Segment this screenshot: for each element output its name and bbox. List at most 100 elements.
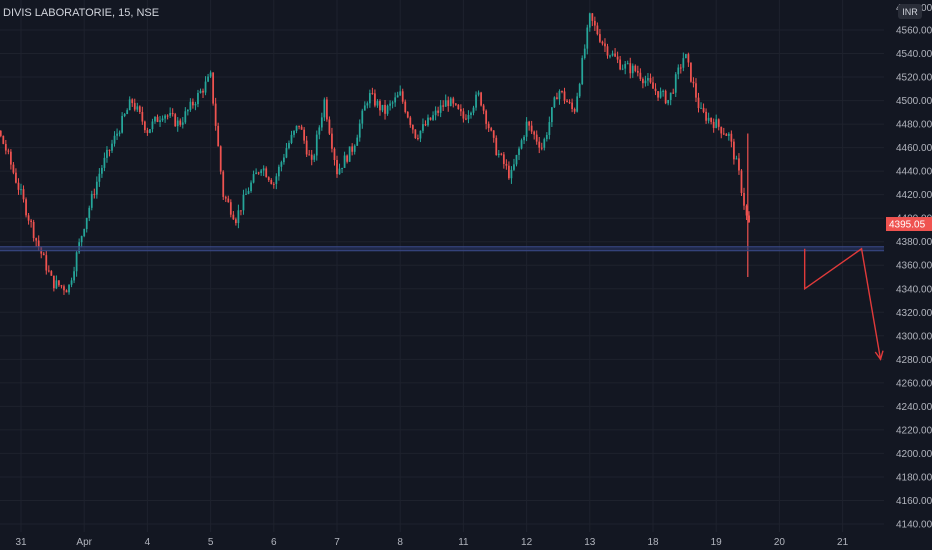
candle-down bbox=[743, 192, 745, 206]
candle-up bbox=[98, 173, 101, 182]
candle-down bbox=[265, 168, 268, 178]
candle-down bbox=[712, 121, 715, 128]
candle-down bbox=[10, 151, 12, 165]
candle-down bbox=[406, 111, 409, 118]
candle-up bbox=[659, 91, 662, 98]
candle-up bbox=[341, 167, 343, 169]
candle-down bbox=[270, 180, 273, 184]
candle-up bbox=[116, 133, 118, 136]
candle-up bbox=[467, 114, 470, 120]
candle-up bbox=[515, 154, 518, 165]
candle-up bbox=[169, 112, 172, 116]
candle-up bbox=[477, 92, 480, 95]
candle-up bbox=[391, 102, 394, 104]
candle-up bbox=[90, 193, 93, 208]
candle-up bbox=[262, 168, 265, 171]
candle-up bbox=[558, 91, 561, 100]
candle-up bbox=[609, 55, 611, 57]
x-tick-label: 18 bbox=[647, 537, 659, 548]
candle-down bbox=[459, 109, 462, 112]
candle-up bbox=[422, 124, 424, 131]
candle-down bbox=[138, 106, 141, 112]
candle-down bbox=[614, 53, 616, 57]
candle-down bbox=[232, 214, 235, 220]
candle-up bbox=[136, 106, 139, 110]
candle-down bbox=[629, 63, 632, 74]
candle-up bbox=[283, 157, 285, 163]
y-tick-label: 4480.00 bbox=[896, 120, 932, 131]
currency-button[interactable]: INR bbox=[898, 4, 922, 19]
candle-down bbox=[171, 112, 174, 115]
y-tick-label: 4420.00 bbox=[896, 190, 932, 201]
candle-down bbox=[502, 154, 505, 164]
candle-down bbox=[133, 103, 136, 110]
candle-up bbox=[20, 189, 22, 191]
y-tick-label: 4460.00 bbox=[896, 143, 932, 154]
candle-up bbox=[399, 91, 402, 96]
y-tick-label: 4520.00 bbox=[896, 73, 932, 84]
candle-up bbox=[80, 236, 83, 243]
support-band[interactable] bbox=[0, 246, 884, 251]
candle-down bbox=[619, 59, 622, 70]
candle-up bbox=[581, 57, 584, 85]
candle-up bbox=[154, 116, 156, 122]
candle-down bbox=[298, 125, 300, 127]
candle-down bbox=[108, 149, 111, 151]
candle-up bbox=[674, 74, 677, 93]
grid-lines bbox=[0, 0, 884, 532]
candle-down bbox=[143, 121, 146, 131]
candle-up bbox=[381, 104, 384, 111]
candle-up bbox=[176, 120, 179, 127]
candle-up bbox=[684, 54, 687, 59]
x-tick-label: 5 bbox=[208, 537, 214, 548]
x-tick-label: 19 bbox=[711, 537, 723, 548]
candle-down bbox=[300, 126, 303, 130]
candle-down bbox=[257, 172, 260, 174]
candle-down bbox=[192, 101, 194, 106]
candle-up bbox=[318, 127, 321, 135]
candle-up bbox=[199, 90, 202, 94]
candles bbox=[0, 12, 750, 295]
candle-up bbox=[662, 90, 664, 92]
candle-down bbox=[424, 124, 427, 126]
candle-up bbox=[644, 80, 647, 84]
candle-up bbox=[348, 146, 351, 162]
candle-up bbox=[149, 129, 151, 133]
price-axis[interactable]: 4560.00 4540.00 4520.00 4500.00 4480.00 4460.… bbox=[884, 0, 932, 550]
candle-down bbox=[601, 41, 604, 44]
candle-up bbox=[68, 284, 70, 293]
candle-down bbox=[47, 270, 50, 272]
candle-down bbox=[326, 99, 328, 120]
candle-up bbox=[70, 280, 73, 285]
candle-down bbox=[50, 271, 53, 276]
candle-down bbox=[227, 198, 230, 203]
candle-up bbox=[73, 271, 75, 281]
candle-down bbox=[505, 163, 508, 166]
candle-down bbox=[45, 255, 48, 271]
candle-up bbox=[159, 120, 161, 122]
candle-up bbox=[543, 139, 546, 148]
candle-up bbox=[523, 136, 525, 141]
candle-down bbox=[745, 205, 748, 216]
candle-down bbox=[7, 150, 10, 152]
candle-up bbox=[285, 148, 288, 158]
projection-drawing[interactable] bbox=[803, 247, 884, 361]
x-tick-label: 7 bbox=[334, 537, 340, 548]
candle-down bbox=[333, 148, 336, 160]
candle-up bbox=[126, 110, 129, 115]
candle-up bbox=[320, 117, 323, 128]
time-axis[interactable]: 31 Apr 4 5 6 7 8 11 12 13 18 19 20 21 bbox=[0, 532, 932, 550]
candle-up bbox=[513, 164, 515, 170]
y-tick-label: 4200.00 bbox=[896, 449, 932, 460]
candle-up bbox=[520, 140, 523, 149]
candle-up bbox=[647, 78, 649, 81]
candle-down bbox=[25, 199, 27, 216]
candle-up bbox=[260, 170, 263, 173]
candle-down bbox=[336, 159, 338, 175]
support-level[interactable] bbox=[0, 246, 884, 252]
projection-path[interactable] bbox=[803, 247, 882, 360]
candle-up bbox=[586, 27, 589, 49]
candle-down bbox=[58, 280, 60, 286]
y-tick-label: 4500.00 bbox=[896, 96, 932, 107]
